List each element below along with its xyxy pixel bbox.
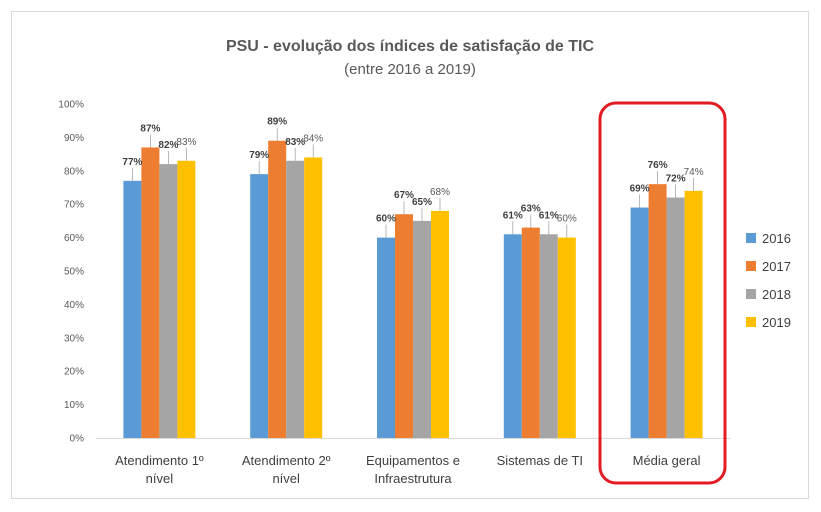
bar-2017	[141, 147, 160, 439]
data-label-2017: 63%	[521, 204, 541, 215]
bar-2017	[648, 184, 667, 438]
bar-2018	[159, 164, 178, 438]
bar-2018	[286, 160, 305, 438]
data-label-2018: 82%	[158, 140, 178, 151]
bar-2017	[395, 214, 413, 438]
legend-label-2016: 2016	[762, 231, 791, 246]
bars-group	[123, 140, 703, 439]
legend-swatch-2018	[746, 289, 756, 299]
y-tick-label: 100%	[58, 100, 84, 111]
data-label-2016: 77%	[122, 157, 142, 168]
chart-subtitle: (entre 2016 a 2019)	[344, 61, 476, 78]
y-tick-label: 90%	[64, 133, 84, 144]
bar-2017	[521, 227, 540, 438]
data-label-2019: 68%	[430, 187, 450, 198]
y-tick-label: 30%	[64, 333, 84, 344]
data-label-2016: 69%	[630, 184, 650, 195]
x-category-label: nível	[146, 471, 174, 486]
bar-2016	[250, 174, 269, 438]
bar-2016	[377, 237, 395, 438]
legend-label-2017: 2017	[762, 259, 791, 274]
bar-2016	[630, 207, 649, 438]
legend-label-2019: 2019	[762, 315, 791, 330]
x-category-label: Infraestrutura	[374, 471, 452, 486]
x-category-label: nível	[272, 471, 300, 486]
bar-2019	[431, 210, 449, 438]
chart-title: PSU - evolução dos índices de satisfação…	[226, 38, 595, 55]
data-label-2018: 61%	[539, 210, 559, 221]
legend-label-2018: 2018	[762, 287, 791, 302]
bar-2018	[666, 197, 685, 438]
data-label-2019: 84%	[303, 133, 323, 144]
y-tick-label: 80%	[64, 166, 84, 177]
x-category-label: Atendimento 1º	[115, 453, 204, 468]
data-label-2017: 67%	[394, 190, 414, 201]
y-tick-label: 20%	[64, 367, 84, 378]
data-label-2019: 74%	[684, 167, 704, 178]
x-category-label: Média geral	[633, 453, 701, 468]
data-label-2018: 65%	[412, 197, 432, 208]
y-tick-label: 50%	[64, 267, 84, 278]
data-label-2016: 61%	[503, 210, 523, 221]
data-label-2018: 72%	[666, 174, 686, 185]
bar-2018	[413, 220, 431, 438]
y-tick-label: 40%	[64, 300, 84, 311]
data-labels-group: 77%87%82%83%79%89%83%84%60%67%65%68%61%6…	[122, 117, 704, 238]
x-axis: Atendimento 1º nível Atendimento 2º nível Eq…	[96, 438, 730, 486]
x-category-label: Equipamentos e	[366, 453, 460, 468]
y-tick-label: 60%	[64, 233, 84, 244]
bar-2019	[177, 160, 196, 438]
bar-2017	[268, 140, 287, 439]
y-tick-label: 10%	[64, 400, 84, 411]
y-axis: 0% 10% 20% 30% 40% 50% 60% 70% 80% 90% 100%	[58, 100, 84, 445]
bar-2016	[123, 180, 142, 438]
data-label-2019: 83%	[176, 137, 196, 148]
data-label-2017: 89%	[267, 117, 287, 128]
bar-2019	[684, 190, 703, 438]
data-label-2017: 76%	[648, 160, 668, 171]
data-label-2016: 60%	[376, 214, 396, 225]
bar-2019	[557, 237, 576, 438]
highlight-box	[598, 101, 727, 485]
data-label-2017: 87%	[140, 123, 160, 134]
legend-swatch-2017	[746, 261, 756, 271]
legend: 2016 2017 2018 2019	[746, 231, 791, 330]
x-category-label: Atendimento 2º	[242, 453, 331, 468]
data-label-2018: 83%	[285, 137, 305, 148]
x-category-label: Sistemas de TI	[497, 453, 583, 468]
highlight-group	[598, 101, 727, 485]
y-tick-label: 0%	[70, 434, 85, 445]
legend-swatch-2016	[746, 233, 756, 243]
bar-2016	[503, 234, 522, 438]
bar-2019	[304, 157, 323, 438]
data-label-2016: 79%	[249, 150, 269, 161]
bar-2018	[539, 234, 558, 438]
data-label-2019: 60%	[557, 214, 577, 225]
legend-swatch-2019	[746, 317, 756, 327]
y-tick-label: 70%	[64, 200, 84, 211]
